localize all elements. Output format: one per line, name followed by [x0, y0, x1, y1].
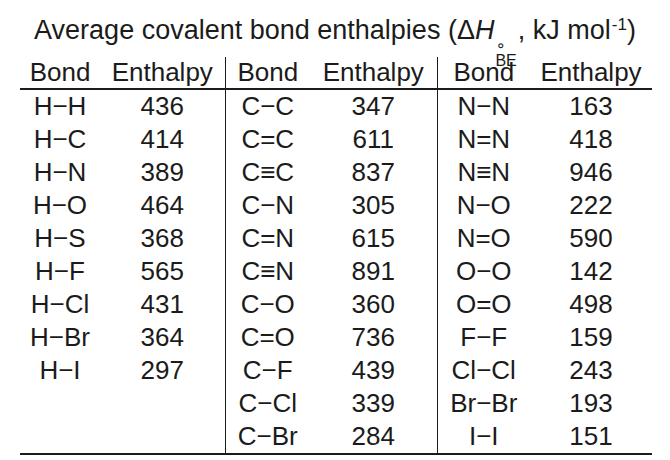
degree-superscript: ∘	[495, 38, 505, 53]
enthalpy-cell: 414	[100, 123, 225, 156]
enthalpy-cell: 364	[100, 321, 225, 354]
bond-cell: C−F	[225, 354, 310, 387]
enthalpy-cell: 284	[310, 420, 437, 454]
table-row: H−C 414 C=C 611 N=N 418	[20, 123, 652, 156]
bond-cell: H−F	[20, 255, 100, 288]
bond-cell: C−N	[225, 189, 310, 222]
table-row: H−O 464 C−N 305 N−O 222	[20, 189, 652, 222]
bond-cell: N−N	[437, 89, 530, 123]
table-row: H−Br 364 C=O 736 F−F 159	[20, 321, 652, 354]
bond-cell: Br−Br	[437, 387, 530, 420]
bond-cell: H−Cl	[20, 288, 100, 321]
bond-enthalpy-table-page: Average covalent bond enthalpies (ΔH∘BE,…	[0, 0, 670, 460]
enthalpy-cell: 946	[530, 156, 652, 189]
bond-cell: C−Cl	[225, 387, 310, 420]
enthalpy-cell: 891	[310, 255, 437, 288]
bond-cell: C−Br	[225, 420, 310, 454]
bond-cell: H−S	[20, 222, 100, 255]
title-close-paren: )	[627, 15, 636, 45]
enthalpy-cell: 431	[100, 288, 225, 321]
enthalpy-cell: 243	[530, 354, 652, 387]
enthalpy-cell: 297	[100, 354, 225, 387]
column-header-bond-2: Bond	[225, 57, 310, 89]
enthalpy-cell: 151	[530, 420, 652, 454]
bond-cell	[20, 420, 100, 454]
bond-cell: Cl−Cl	[437, 354, 530, 387]
column-header-bond-3: Bond	[437, 57, 530, 89]
bond-cell: H−O	[20, 189, 100, 222]
enthalpy-cell: 498	[530, 288, 652, 321]
enthalpy-cell: 590	[530, 222, 652, 255]
enthalpy-cell: 163	[530, 89, 652, 123]
enthalpy-cell: 305	[310, 189, 437, 222]
enthalpy-cell	[100, 420, 225, 454]
bond-cell: H−N	[20, 156, 100, 189]
column-header-bond-1: Bond	[20, 57, 100, 89]
bond-cell: N=N	[437, 123, 530, 156]
enthalpy-cell: 439	[310, 354, 437, 387]
table-row: H−N 389 C≡C 837 N≡N 946	[20, 156, 652, 189]
bond-cell: O−O	[437, 255, 530, 288]
title-text: Average covalent bond enthalpies (	[34, 15, 457, 45]
enthalpy-cell: 368	[100, 222, 225, 255]
enthalpy-cell: 360	[310, 288, 437, 321]
enthalpy-symbol: H	[475, 15, 495, 45]
enthalpy-cell: 193	[530, 387, 652, 420]
bond-cell: C=N	[225, 222, 310, 255]
bond-enthalpy-table: Bond Enthalpy Bond Enthalpy Bond Enthalp…	[20, 57, 652, 455]
bond-cell: H−I	[20, 354, 100, 387]
column-header-enthalpy-3: Enthalpy	[530, 57, 652, 89]
bond-cell: I−I	[437, 420, 530, 454]
table-row: C−Br 284 I−I 151	[20, 420, 652, 454]
bond-cell: N=O	[437, 222, 530, 255]
table-row: H−S 368 C=N 615 N=O 590	[20, 222, 652, 255]
bond-cell: N≡N	[437, 156, 530, 189]
column-header-enthalpy-2: Enthalpy	[310, 57, 437, 89]
bond-cell: H−C	[20, 123, 100, 156]
bond-cell	[20, 387, 100, 420]
bond-cell: F−F	[437, 321, 530, 354]
table-row: C−Cl 339 Br−Br 193	[20, 387, 652, 420]
table-row: H−H 436 C−C 347 N−N 163	[20, 89, 652, 123]
column-header-enthalpy-1: Enthalpy	[100, 57, 225, 89]
enthalpy-cell: 142	[530, 255, 652, 288]
enthalpy-cell: 611	[310, 123, 437, 156]
delta-symbol: Δ	[457, 15, 475, 45]
bond-cell: C=O	[225, 321, 310, 354]
bond-cell: C−O	[225, 288, 310, 321]
unit-exponent: -1	[612, 15, 627, 34]
table-row: H−I 297 C−F 439 Cl−Cl 243	[20, 354, 652, 387]
enthalpy-cell	[100, 387, 225, 420]
bond-cell: C−C	[225, 89, 310, 123]
bond-cell: O=O	[437, 288, 530, 321]
enthalpy-cell: 222	[530, 189, 652, 222]
enthalpy-cell: 837	[310, 156, 437, 189]
enthalpy-cell: 347	[310, 89, 437, 123]
enthalpy-cell: 615	[310, 222, 437, 255]
bond-cell: H−H	[20, 89, 100, 123]
enthalpy-cell: 418	[530, 123, 652, 156]
enthalpy-cell: 389	[100, 156, 225, 189]
title-unit: , kJ mol	[518, 15, 611, 45]
bond-cell: C≡N	[225, 255, 310, 288]
enthalpy-cell: 339	[310, 387, 437, 420]
table-row: H−Cl 431 C−O 360 O=O 498	[20, 288, 652, 321]
bond-cell: C≡C	[225, 156, 310, 189]
enthalpy-cell: 736	[310, 321, 437, 354]
enthalpy-cell: 464	[100, 189, 225, 222]
header-row: Bond Enthalpy Bond Enthalpy Bond Enthalp…	[20, 57, 652, 89]
bond-cell: H−Br	[20, 321, 100, 354]
enthalpy-cell: 565	[100, 255, 225, 288]
enthalpy-cell: 436	[100, 89, 225, 123]
table-row: H−F 565 C≡N 891 O−O 142	[20, 255, 652, 288]
bond-cell: N−O	[437, 189, 530, 222]
enthalpy-cell: 159	[530, 321, 652, 354]
bond-cell: C=C	[225, 123, 310, 156]
